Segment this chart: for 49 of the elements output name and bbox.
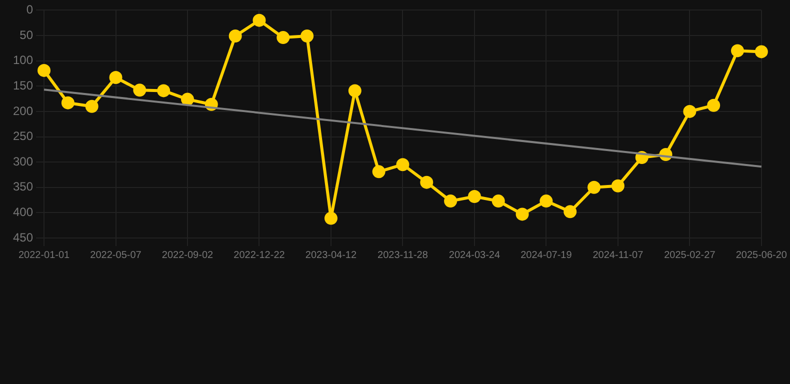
point bbox=[276, 31, 290, 44]
point bbox=[85, 100, 98, 113]
y-tick-label: 300 bbox=[12, 154, 34, 168]
y-tick-label: 100 bbox=[12, 53, 34, 68]
y-tick-label: 0 bbox=[26, 2, 34, 17]
x-tick-label: 2024-11-07 bbox=[592, 250, 644, 261]
x-tick-label: 2023-04-12 bbox=[305, 250, 357, 261]
y-tick-label: 250 bbox=[12, 129, 34, 144]
point bbox=[683, 104, 696, 118]
point bbox=[348, 84, 362, 98]
point bbox=[731, 44, 744, 58]
point bbox=[324, 212, 338, 225]
point bbox=[396, 158, 410, 172]
point bbox=[444, 194, 458, 208]
point bbox=[372, 165, 386, 178]
point bbox=[252, 14, 266, 27]
point bbox=[588, 180, 601, 194]
point bbox=[38, 64, 51, 77]
point bbox=[611, 179, 624, 192]
point bbox=[564, 205, 577, 218]
x-tick-label: 2025-02-27 bbox=[664, 250, 716, 261]
y-tick-label: 450 bbox=[12, 230, 34, 244]
y-tick-label: 350 bbox=[12, 180, 34, 194]
point bbox=[228, 30, 242, 43]
x-tick-label: 2022-05-07 bbox=[90, 250, 142, 261]
point bbox=[754, 45, 768, 58]
x-tick-label: 2022-12-22 bbox=[234, 250, 286, 261]
point bbox=[133, 84, 146, 97]
point bbox=[492, 194, 505, 208]
x-tick-label: 2025-06-20 bbox=[736, 250, 788, 261]
y-tick-label: 200 bbox=[12, 104, 34, 118]
point bbox=[61, 96, 74, 110]
y-tick-label: 50 bbox=[20, 28, 34, 42]
x-tick-label: 2022-01-01 bbox=[18, 250, 70, 261]
point bbox=[109, 71, 122, 84]
point bbox=[516, 208, 529, 221]
point bbox=[420, 176, 434, 189]
point bbox=[157, 84, 170, 98]
point bbox=[300, 30, 314, 43]
x-tick-label: 2024-07-19 bbox=[520, 250, 572, 261]
x-tick-label: 2023-11-28 bbox=[378, 250, 428, 261]
y-tick-label: 400 bbox=[12, 205, 34, 219]
x-tick-label: 2024-03-24 bbox=[448, 250, 500, 261]
point bbox=[468, 190, 481, 203]
point bbox=[707, 98, 720, 112]
x-tick-label: 2022-09-02 bbox=[162, 250, 214, 261]
point bbox=[181, 92, 194, 106]
point bbox=[540, 194, 553, 208]
y-tick-label: 150 bbox=[12, 78, 34, 92]
